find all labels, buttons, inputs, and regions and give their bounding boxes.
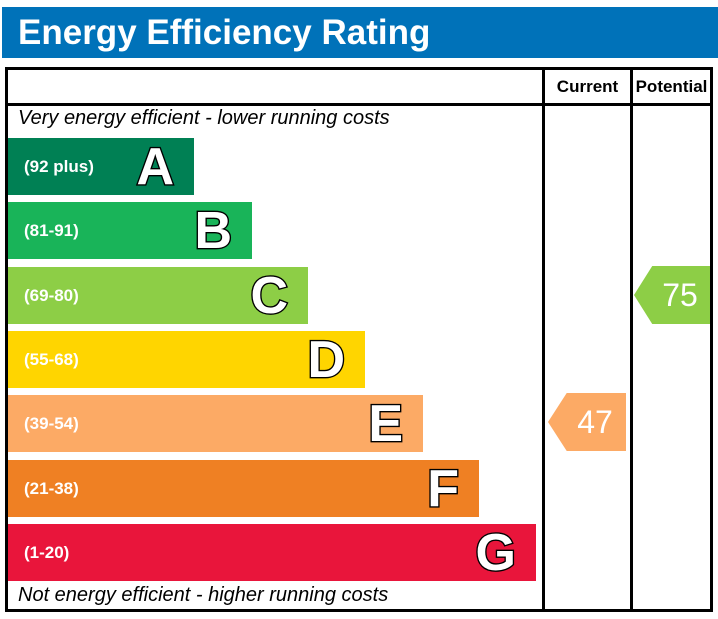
band-row-f: (21-38) F: [8, 458, 479, 519]
band-row-d: (55-68) D: [8, 329, 365, 390]
band-letter: A: [135, 136, 175, 197]
band-row-b: (81-91) B: [8, 200, 252, 261]
column-header-current: Current: [556, 77, 619, 96]
band-row-a: (92 plus) A: [8, 136, 194, 197]
column-divider-current: [542, 67, 545, 612]
band-letter: F: [426, 458, 460, 519]
page-title: Energy Efficiency Rating: [18, 12, 431, 52]
column-header-potential: Potential: [635, 77, 708, 96]
bottom-note: Not energy efficient - higher running co…: [18, 584, 389, 606]
band-range-label: (39-54): [24, 413, 79, 433]
potential-rating-value: 75: [662, 276, 698, 313]
rating-table: [5, 67, 713, 612]
title-bar: Energy Efficiency Rating: [2, 7, 718, 58]
band-row-g: (1-20) G: [8, 522, 536, 583]
band-letter: G: [474, 522, 517, 583]
band-row-e: (39-54) E: [8, 393, 423, 454]
top-note: Very energy efficient - lower running co…: [18, 107, 390, 129]
potential-rating-marker: 75: [634, 266, 710, 324]
band-letter: D: [306, 329, 346, 390]
current-rating-value: 47: [577, 403, 613, 440]
band-range-label: (92 plus): [24, 156, 94, 176]
band-range-label: (81-91): [24, 220, 79, 240]
header-row-divider: [5, 103, 713, 106]
band-letter: E: [367, 393, 404, 454]
band-row-c: (69-80) C: [8, 265, 308, 326]
band-letter: B: [193, 200, 233, 261]
band-range-label: (55-68): [24, 349, 79, 369]
current-rating-marker: 47: [548, 393, 626, 451]
column-divider-potential: [630, 67, 633, 612]
band-letter: C: [249, 265, 289, 326]
band-range-label: (1-20): [24, 542, 70, 562]
band-range-label: (69-80): [24, 285, 79, 305]
band-range-label: (21-38): [24, 478, 79, 498]
